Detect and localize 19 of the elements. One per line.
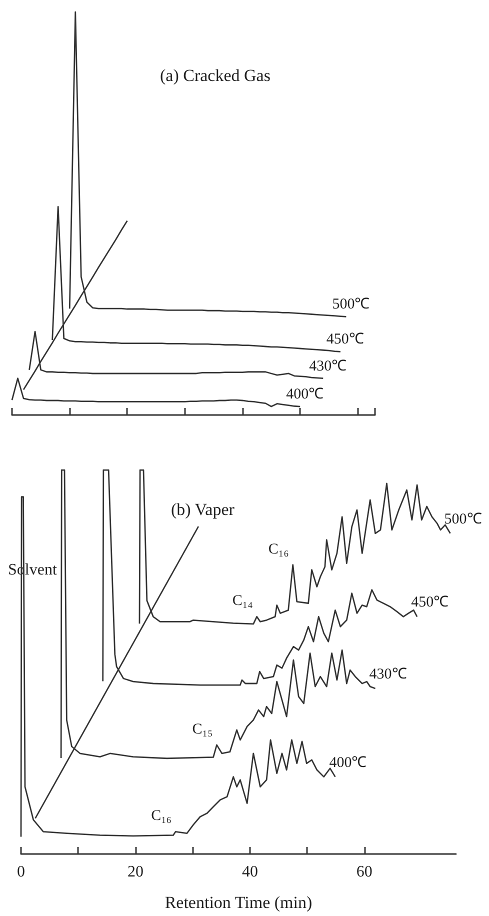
- x-tick-label: 0: [17, 864, 25, 880]
- series-label: 400℃: [286, 386, 324, 403]
- series-label: 500℃: [444, 511, 482, 528]
- series-label: 450℃: [411, 594, 449, 611]
- text: (a) Cracked Gas: [160, 66, 270, 85]
- series-label: 500℃: [332, 296, 370, 313]
- text: (b) Vaper: [171, 500, 235, 519]
- x-axis-title: Retention Time (min): [164, 893, 312, 912]
- annotation: C₁₆: [268, 541, 289, 558]
- annotation: C₁₆: [151, 808, 172, 824]
- series-label: 450℃: [326, 332, 364, 348]
- x-tick-label: 20: [127, 864, 144, 880]
- annotation: C₁₄: [232, 593, 253, 610]
- x-tick-label: 60: [356, 864, 372, 880]
- series-label: 430℃: [309, 358, 347, 374]
- series-label: 430℃: [369, 666, 407, 682]
- annotation: C₁₅: [192, 721, 213, 738]
- x-tick-label: 40: [242, 864, 258, 880]
- series-label: 400℃: [329, 754, 367, 771]
